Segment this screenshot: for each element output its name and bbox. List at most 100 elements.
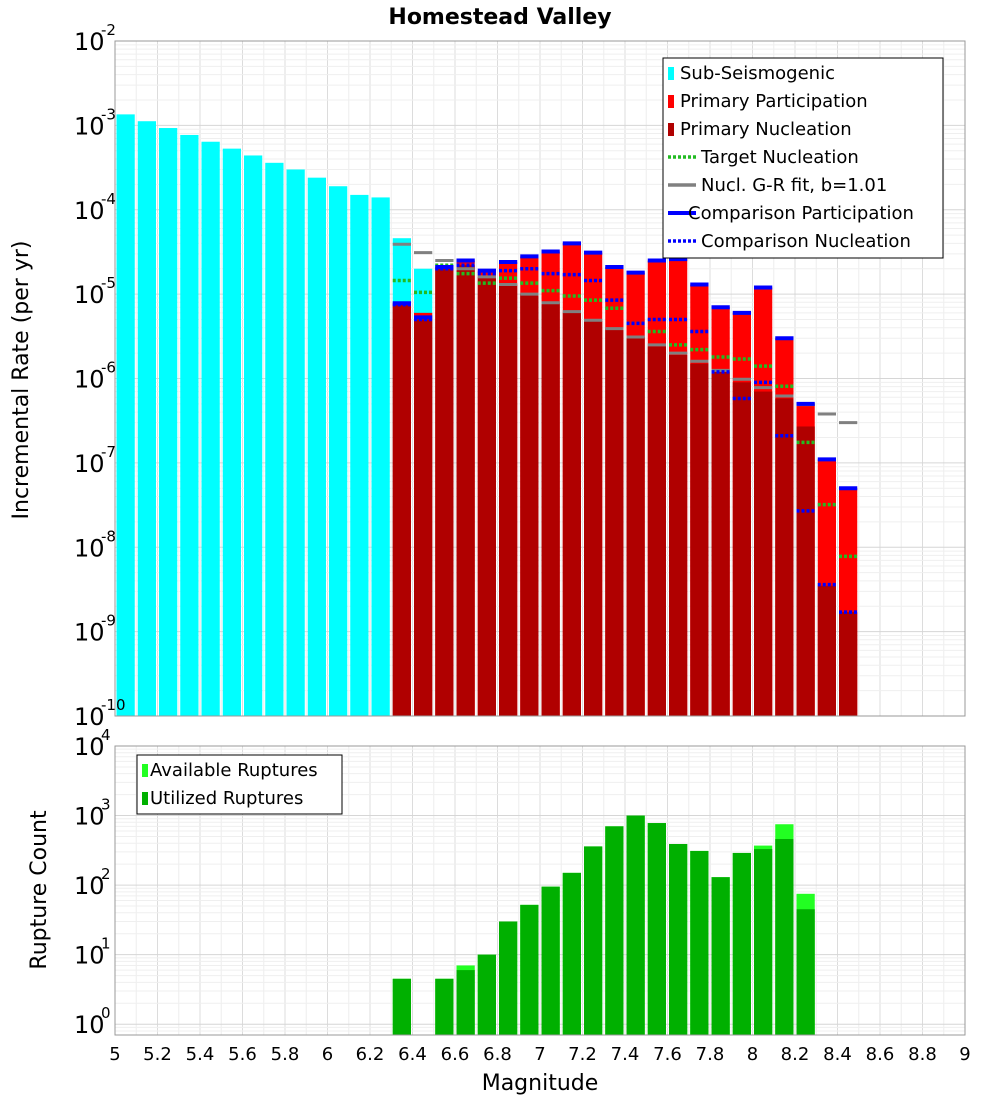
sub-seismogenic-bar xyxy=(286,169,305,716)
bottom-y-tick-base: 10 xyxy=(74,872,105,900)
bottom-plot-frame xyxy=(114,745,966,1036)
top-bars xyxy=(116,114,858,717)
bottom-y-tick-exponent: 2 xyxy=(101,865,111,883)
primary-nucleation-bar xyxy=(669,354,688,716)
primary-nucleation-bar xyxy=(392,304,411,716)
sub-seismogenic-bar xyxy=(180,134,199,717)
x-tick-label: 6 xyxy=(322,1044,333,1065)
x-tick-label: 7 xyxy=(534,1044,545,1065)
primary-nucleation-bar xyxy=(477,276,496,716)
bottom-legend: Available Ruptures Utilized Ruptures xyxy=(136,754,343,815)
primary-nucleation-bar xyxy=(732,382,751,716)
x-tick-label: 5.6 xyxy=(228,1044,257,1065)
top-legend-box xyxy=(662,57,944,259)
legend-label: Nucl. G-R fit, b=1.01 xyxy=(701,175,887,196)
utilized-ruptures-bar xyxy=(669,844,688,1035)
primary-nucleation-bar xyxy=(520,294,539,716)
legend-label: Comparison Participation xyxy=(688,203,914,224)
legend-label: Primary Nucleation xyxy=(680,119,852,140)
legend-swatch xyxy=(142,764,148,777)
x-tick-label: 9 xyxy=(959,1044,970,1065)
sub-seismogenic-bar xyxy=(350,194,369,716)
bottom-y-tick-exponent: 1 xyxy=(101,935,111,953)
primary-nucleation-bar xyxy=(711,371,730,716)
bottom-y-tick-exponent: 0 xyxy=(101,1004,111,1022)
utilized-ruptures-bar xyxy=(732,852,751,1035)
top-y-tick-base: 10 xyxy=(74,197,105,225)
sub-seismogenic-bar xyxy=(307,177,326,716)
top-y-tick-base: 10 xyxy=(74,28,105,56)
top-y-tick-base: 10 xyxy=(74,450,105,478)
top-y-tick-exponent: -8 xyxy=(101,527,116,545)
utilized-ruptures-bar xyxy=(499,921,518,1035)
x-tick-label: 7.2 xyxy=(568,1044,597,1065)
top-y-tick-exponent: -7 xyxy=(101,443,116,461)
top-y-tick-base: 10 xyxy=(74,619,105,647)
primary-nucleation-bar xyxy=(435,268,454,716)
x-tick-label: 7.6 xyxy=(653,1044,682,1065)
utilized-ruptures-bar xyxy=(796,909,815,1035)
utilized-ruptures-bar xyxy=(647,823,666,1035)
top-legend-items: Sub-Seismogenic Primary Participation Prim… xyxy=(668,63,914,252)
x-tick-labels: 5 5.2 5.4 5.6 5.8 6 6.2 6.4 6.6 6.8 7 7.2 7.4 7.6 7.8 8… xyxy=(109,1044,970,1065)
top-plot-frame xyxy=(114,40,966,717)
bottom-y-axis-label: Rupture Count xyxy=(27,810,52,970)
primary-nucleation-bar xyxy=(456,265,475,716)
utilized-ruptures-bar xyxy=(775,839,794,1035)
top-y-tick-base: 10 xyxy=(74,703,105,731)
top-y-tick-exponent: -9 xyxy=(101,612,116,630)
x-tick-label: 5.4 xyxy=(186,1044,215,1065)
primary-nucleation-bar xyxy=(584,321,603,716)
x-axis-label: Magnitude xyxy=(482,1071,599,1096)
utilized-ruptures-bar xyxy=(456,970,475,1035)
legend-swatch xyxy=(668,67,674,80)
legend-label: Primary Participation xyxy=(680,91,868,112)
primary-nucleation-bar xyxy=(817,585,836,716)
legend-label: Sub-Seismogenic xyxy=(680,63,835,84)
sub-seismogenic-bar xyxy=(244,155,263,716)
primary-nucleation-bar xyxy=(754,391,773,716)
utilized-ruptures-bar xyxy=(711,877,730,1035)
utilized-ruptures-bar xyxy=(392,978,411,1035)
x-tick-label: 8.2 xyxy=(781,1044,810,1065)
utilized-ruptures-bar xyxy=(435,978,454,1035)
primary-nucleation-bar xyxy=(839,612,858,716)
sub-seismogenic-bar xyxy=(201,141,220,716)
legend-swatch xyxy=(142,792,148,805)
x-tick-label: 5.2 xyxy=(143,1044,172,1065)
bottom-y-tick-exponent: 3 xyxy=(101,796,111,814)
legend-label: Comparison Nucleation xyxy=(701,231,911,252)
utilized-ruptures-bar xyxy=(520,904,539,1035)
top-y-tick-base: 10 xyxy=(74,112,105,140)
x-tick-label: 6.2 xyxy=(356,1044,385,1065)
legend-swatch xyxy=(668,123,674,136)
top-y-axis-label: Incremental Rate (per yr) xyxy=(9,241,34,520)
sub-seismogenic-bar xyxy=(116,114,135,716)
primary-nucleation-bar xyxy=(562,312,581,716)
x-tick-label: 5 xyxy=(109,1044,120,1065)
bottom-grid xyxy=(114,745,966,1036)
primary-nucleation-bar xyxy=(690,363,709,716)
utilized-ruptures-bar xyxy=(754,849,773,1035)
top-y-tick-exponent: -10 xyxy=(101,696,126,714)
x-tick-label: 7.4 xyxy=(611,1044,640,1065)
x-tick-label: 8.4 xyxy=(823,1044,852,1065)
primary-nucleation-bar xyxy=(626,337,645,716)
legend-label: Utilized Ruptures xyxy=(150,788,303,809)
utilized-ruptures-bar xyxy=(541,886,560,1035)
sub-seismogenic-bar xyxy=(371,197,390,717)
primary-nucleation-bar xyxy=(605,328,624,716)
bottom-legend-box xyxy=(136,754,343,815)
sub-seismogenic-bar xyxy=(137,121,156,716)
primary-nucleation-bar xyxy=(414,319,433,716)
primary-nucleation-bar xyxy=(647,346,666,716)
primary-nucleation-bar xyxy=(541,303,560,716)
bottom-y-tick-base: 10 xyxy=(74,733,105,761)
top-y-tick-exponent: -2 xyxy=(101,21,116,39)
sub-seismogenic-bar xyxy=(265,162,284,716)
primary-nucleation-bar xyxy=(796,426,815,716)
legend-label: Target Nucleation xyxy=(700,147,859,168)
